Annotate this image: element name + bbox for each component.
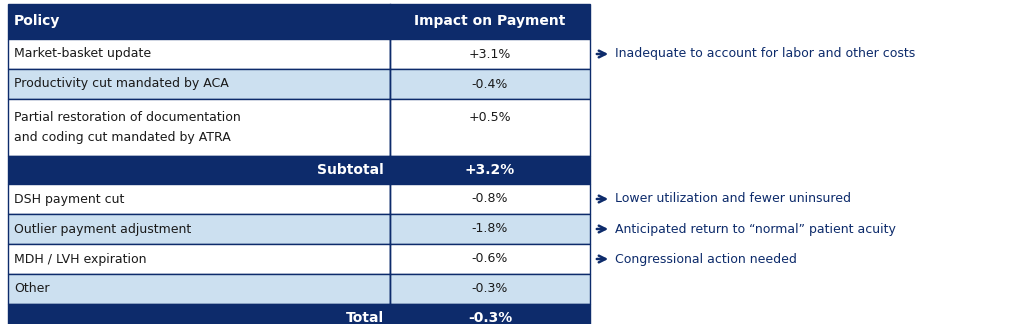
Text: Productivity cut mandated by ACA: Productivity cut mandated by ACA: [14, 77, 229, 90]
Text: Market-basket update: Market-basket update: [14, 48, 151, 61]
Text: Subtotal: Subtotal: [317, 163, 384, 177]
Bar: [8, 304, 390, 324]
Text: Policy: Policy: [14, 15, 61, 29]
Bar: [8, 214, 390, 244]
Bar: [390, 39, 589, 69]
Text: Lower utilization and fewer uninsured: Lower utilization and fewer uninsured: [615, 192, 851, 205]
Text: +3.1%: +3.1%: [468, 48, 511, 61]
Text: Inadequate to account for labor and other costs: Inadequate to account for labor and othe…: [615, 48, 915, 61]
Text: -1.8%: -1.8%: [471, 223, 508, 236]
Bar: [390, 184, 589, 214]
Text: -0.3%: -0.3%: [468, 311, 512, 324]
Text: Partial restoration of documentation: Partial restoration of documentation: [14, 111, 240, 124]
Bar: [390, 99, 589, 156]
Text: -0.3%: -0.3%: [471, 283, 508, 295]
Bar: [8, 99, 390, 156]
Bar: [390, 244, 589, 274]
Text: and coding cut mandated by ATRA: and coding cut mandated by ATRA: [14, 131, 231, 144]
Bar: [390, 69, 589, 99]
Bar: [390, 304, 589, 324]
Text: Impact on Payment: Impact on Payment: [414, 15, 566, 29]
Text: +0.5%: +0.5%: [468, 111, 511, 124]
Text: Outlier payment adjustment: Outlier payment adjustment: [14, 223, 191, 236]
Bar: [8, 184, 390, 214]
Bar: [8, 69, 390, 99]
Text: Other: Other: [14, 283, 49, 295]
Text: Anticipated return to “normal” patient acuity: Anticipated return to “normal” patient a…: [615, 223, 896, 236]
Bar: [390, 274, 589, 304]
Text: Total: Total: [346, 311, 384, 324]
Text: DSH payment cut: DSH payment cut: [14, 192, 124, 205]
Bar: [8, 156, 390, 184]
Bar: [390, 156, 589, 184]
Bar: [8, 274, 390, 304]
Bar: [8, 4, 589, 39]
Text: -0.8%: -0.8%: [471, 192, 508, 205]
Text: Congressional action needed: Congressional action needed: [615, 252, 797, 265]
Text: MDH / LVH expiration: MDH / LVH expiration: [14, 252, 147, 265]
Bar: [8, 39, 390, 69]
Text: -0.4%: -0.4%: [471, 77, 508, 90]
Text: -0.6%: -0.6%: [471, 252, 508, 265]
Bar: [8, 244, 390, 274]
Text: +3.2%: +3.2%: [465, 163, 516, 177]
Bar: [390, 214, 589, 244]
